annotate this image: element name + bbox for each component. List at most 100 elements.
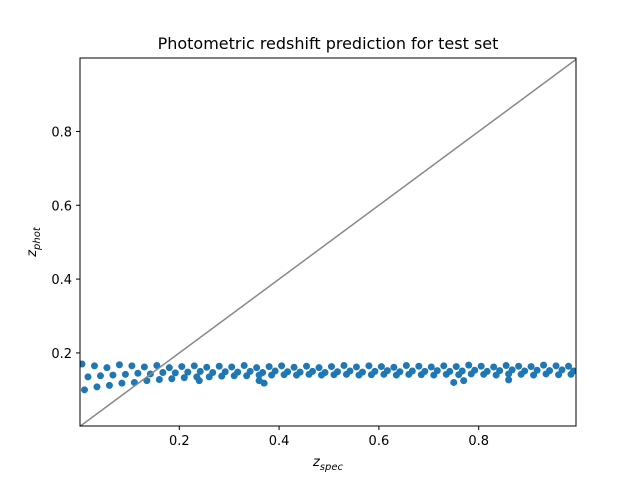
scatter-point (80, 360, 86, 368)
scatter-point (340, 361, 348, 369)
scatter-point (305, 370, 313, 378)
scatter-point (118, 379, 126, 387)
scatter-point (542, 370, 550, 378)
scatter-point (450, 378, 458, 386)
scatter-point (567, 370, 575, 378)
scatter-point (255, 371, 263, 379)
scatter-point (96, 372, 104, 380)
scatter-point (355, 371, 363, 379)
scatter-point (330, 371, 338, 379)
x-tick-label: 0.6 (369, 434, 390, 449)
scatter-point (105, 381, 113, 389)
scatter-point (505, 376, 513, 384)
scatter-point (555, 371, 563, 379)
scatter-point (180, 374, 188, 382)
scatter-point (155, 375, 163, 383)
scatter-point (255, 377, 263, 385)
y-tick-label: 0.6 (51, 199, 72, 214)
scatter-point (178, 363, 186, 371)
scatter-point (168, 375, 176, 383)
scatter-point (392, 371, 400, 379)
x-axis-label: zspec (312, 455, 344, 473)
scatter-point (402, 361, 410, 369)
y-label-sub: phot (32, 226, 43, 251)
scatter-point (505, 370, 513, 378)
x-tick-label: 0.2 (169, 434, 190, 449)
scatter-point (417, 371, 425, 379)
scatter-point (405, 370, 413, 378)
scatter-point (243, 372, 251, 380)
scatter-point (390, 363, 398, 371)
scatter-point (195, 377, 203, 385)
scatter-point (121, 370, 129, 378)
scatter-point (452, 363, 460, 371)
scatter-point (477, 362, 485, 370)
scatter-point (293, 371, 301, 379)
scatter-point (290, 363, 298, 371)
scatter-point (465, 361, 473, 369)
scatter-point (558, 366, 566, 374)
scatter-point (303, 362, 311, 370)
y-label-main: z (25, 249, 40, 258)
scatter-point (196, 367, 204, 375)
scatter-point (565, 362, 573, 370)
scatter-point (527, 363, 535, 371)
scatter-point (153, 361, 161, 369)
scatter-point (327, 363, 335, 371)
scatter-point (460, 377, 468, 385)
scatter-point (517, 370, 525, 378)
scatter-point (467, 370, 475, 378)
scatter-point (140, 363, 148, 371)
scatter-point (109, 371, 117, 379)
scatter-point (515, 362, 523, 370)
scatter-point (490, 363, 498, 371)
scatter-point (90, 362, 98, 370)
scatter-point (552, 362, 560, 370)
scatter-point (352, 363, 360, 371)
scatter-point (218, 372, 226, 380)
scatter-point (190, 362, 198, 370)
scatter-point (377, 363, 385, 371)
scatter-point (530, 371, 538, 379)
scatter-point (533, 366, 541, 374)
scatter-point (415, 362, 423, 370)
scatter-point (365, 362, 373, 370)
axes-frame (79, 57, 577, 427)
scatter-point (205, 373, 213, 381)
scatter-point (440, 362, 448, 370)
scatter-point (84, 373, 92, 381)
scatter-point (240, 361, 248, 369)
scatter-point (165, 364, 173, 372)
scatter-point (159, 368, 167, 376)
scatter-point (430, 371, 438, 379)
y-tick-label: 0.8 (51, 125, 72, 140)
scatter-point (278, 362, 286, 370)
scatter-point (442, 370, 450, 378)
scatter-point (215, 362, 223, 370)
scatter-point (367, 371, 375, 379)
scatter-point (134, 369, 142, 377)
x-label-sub: spec (320, 462, 344, 473)
scatter-point (128, 362, 136, 370)
scatter-point (342, 370, 350, 378)
scatter-point (171, 369, 179, 377)
x-tick-label: 0.4 (269, 434, 290, 449)
x-tick-label: 0.8 (468, 434, 489, 449)
scatter-point (280, 371, 288, 379)
chart-title: Photometric redshift prediction for test… (158, 34, 499, 53)
y-tick-label: 0.4 (51, 273, 72, 288)
scatter-point (203, 363, 211, 371)
scatter-point (492, 371, 500, 379)
scatter-point (540, 361, 548, 369)
scatter-point (502, 361, 510, 369)
scatter-point (93, 383, 101, 391)
scatter-point (103, 364, 111, 372)
scatter-point (427, 363, 435, 371)
scatter-point (480, 370, 488, 378)
y-axis-label: zphot (25, 226, 43, 258)
scatter-point (455, 371, 463, 379)
scatter-point (268, 371, 276, 379)
scatter-point (253, 364, 261, 372)
